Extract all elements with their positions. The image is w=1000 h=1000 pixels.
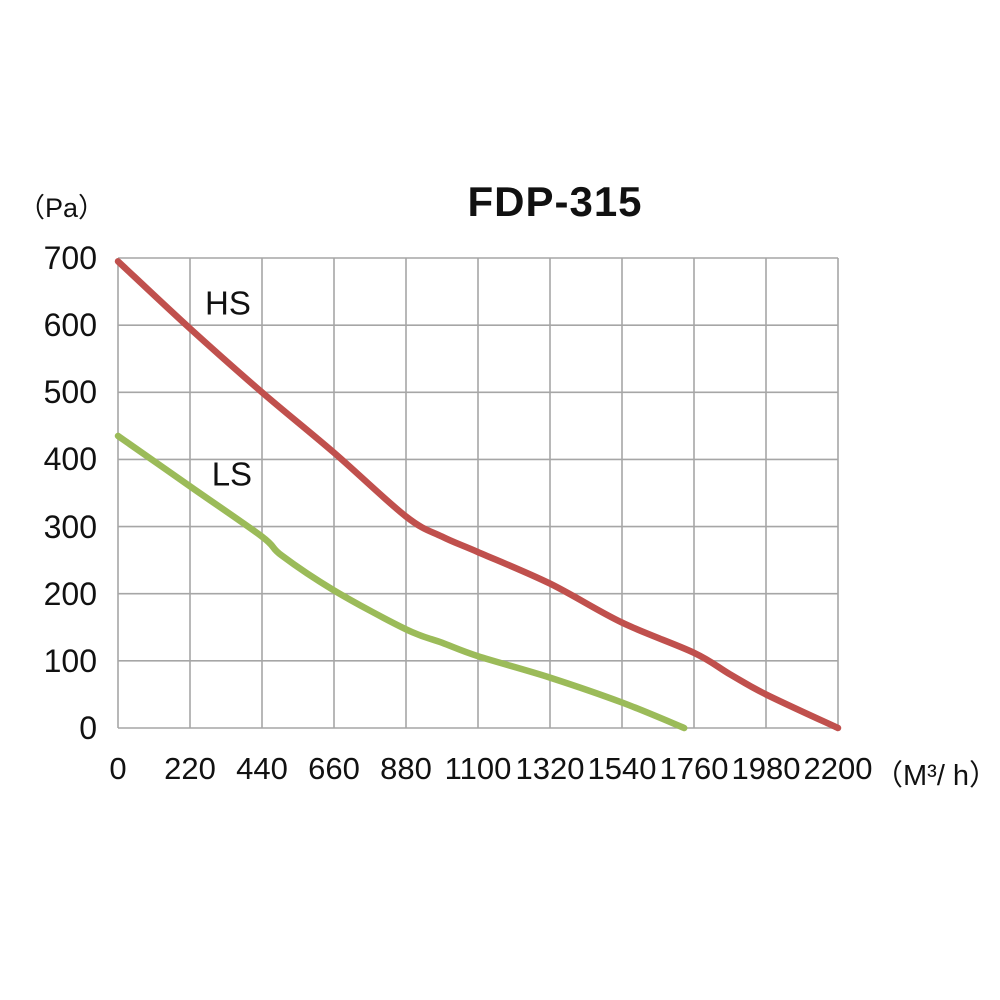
- x-axis-unit-label: （M³/ h）: [874, 760, 999, 792]
- x-tick-label: 1100: [444, 751, 512, 786]
- x-tick-label: 660: [308, 751, 360, 786]
- x-tick-label: 880: [380, 751, 432, 786]
- y-tick-label: 500: [43, 374, 97, 411]
- y-tick-label: 200: [43, 575, 97, 612]
- y-tick-label: 400: [43, 441, 97, 478]
- ls-curve: [114, 432, 688, 732]
- y-tick-label: 0: [79, 710, 97, 746]
- x-tick-label: 440: [236, 751, 288, 786]
- y-tick-label: 300: [43, 508, 97, 545]
- series-label-hs: HS: [205, 284, 251, 322]
- x-tick-label: 1320: [515, 751, 585, 786]
- series-label-ls: LS: [211, 455, 253, 493]
- x-tick-label: 220: [164, 751, 216, 786]
- x-tick-label: 0: [109, 751, 127, 786]
- x-tick-label: 1980: [731, 751, 801, 786]
- chart-title: FDP-315: [467, 178, 643, 225]
- y-axis-unit-label: （Pa）: [18, 193, 106, 223]
- x-tick-label: 1540: [587, 751, 657, 786]
- x-tick-label: 2200: [803, 751, 873, 786]
- hs-curve: [114, 258, 842, 732]
- y-tick-label: 700: [43, 240, 97, 276]
- x-tick-label: 1760: [659, 751, 729, 786]
- y-tick-label: 100: [43, 642, 97, 679]
- y-tick-label: 600: [43, 307, 97, 344]
